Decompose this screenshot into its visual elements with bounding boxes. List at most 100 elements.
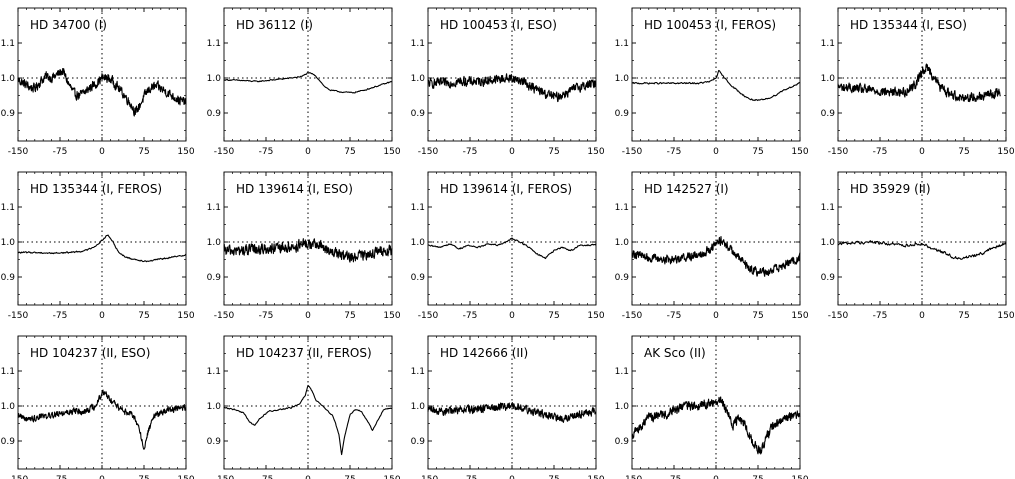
x-tick-label: 150 (791, 147, 808, 157)
panel-title: AK Sco (II) (644, 346, 706, 360)
y-tick-label: 1.0 (411, 74, 426, 84)
x-tick-label: 75 (138, 311, 149, 321)
x-tick-label: 75 (958, 147, 969, 157)
chart-panel: -150 -75 0 75 150 0.9 1.0 1.1 HD 100453 (I, ESO) (411, 7, 605, 157)
x-tick-label: -150 (622, 311, 643, 321)
y-tick-label: 0.9 (207, 437, 222, 447)
spectrum-line (427, 401, 597, 423)
x-tick-label: -150 (418, 475, 439, 479)
x-tick-label: -75 (259, 311, 274, 321)
x-tick-label: 0 (305, 311, 311, 321)
x-tick-label: -150 (214, 311, 235, 321)
x-tick-label: 150 (791, 311, 808, 321)
chart-panel: -150 -75 0 75 150 0.9 1.0 1.1 HD 139614 (I, FERO… (411, 171, 605, 321)
x-tick-label: 0 (99, 475, 105, 479)
y-tick-label: 1.0 (615, 238, 630, 248)
x-tick-label: 75 (958, 311, 969, 321)
y-tick-label: 1.1 (1, 367, 15, 377)
chart-panel: -150 -75 0 75 150 0.9 1.0 1.1 HD 142666 (II) (411, 335, 605, 479)
y-tick-label: 1.1 (411, 39, 425, 49)
y-tick-label: 1.0 (1, 402, 16, 412)
x-tick-label: 75 (138, 147, 149, 157)
chart-panel: -150 -75 0 75 150 0.9 1.0 1.1 HD 142527 (I) (615, 171, 809, 321)
chart-panel: -150 -75 0 75 150 0.9 1.0 1.1 HD 34700 (I) (1, 7, 195, 157)
x-tick-label: -150 (214, 475, 235, 479)
panel-title: HD 135344 (I, FEROS) (30, 182, 162, 196)
x-tick-label: 150 (383, 311, 400, 321)
x-tick-label: 150 (177, 147, 194, 157)
x-tick-label: -150 (418, 147, 439, 157)
chart-panel: -150 -75 0 75 150 0.9 1.0 1.1 HD 135344 (I, FERO… (1, 171, 195, 321)
panel-title: HD 135344 (I, ESO) (850, 18, 967, 32)
spectrum-line (17, 67, 187, 117)
x-tick-label: 75 (344, 147, 355, 157)
x-tick-label: -75 (463, 475, 478, 479)
y-tick-label: 0.9 (1, 109, 16, 119)
x-tick-label: -150 (214, 147, 235, 157)
y-tick-label: 0.9 (821, 273, 836, 283)
y-tick-label: 1.0 (207, 402, 222, 412)
x-tick-label: 75 (344, 311, 355, 321)
panel-title: HD 35929 (II) (850, 182, 931, 196)
y-tick-label: 1.1 (615, 39, 629, 49)
x-tick-label: -75 (53, 147, 68, 157)
y-tick-label: 1.0 (821, 238, 836, 248)
chart-panel: -150 -75 0 75 150 0.9 1.0 1.1 HD 104237 (II, ESO… (1, 335, 195, 479)
spectrum-line (837, 240, 1007, 260)
spectrum-line (223, 384, 392, 456)
x-tick-label: 150 (177, 311, 194, 321)
chart-panel: -150 -75 0 75 150 0.9 1.0 1.1 AK Sco (II) (615, 335, 809, 479)
y-tick-label: 0.9 (615, 437, 630, 447)
y-tick-label: 1.0 (615, 402, 630, 412)
panel-title: HD 104237 (II, FEROS) (236, 346, 372, 360)
y-tick-label: 1.1 (821, 39, 835, 49)
x-tick-label: 75 (548, 311, 559, 321)
y-tick-label: 1.0 (411, 238, 426, 248)
chart-panel: -150 -75 0 75 150 0.9 1.0 1.1 HD 104237 (II, FER… (207, 335, 401, 479)
x-tick-label: 0 (509, 475, 515, 479)
x-tick-label: 0 (713, 475, 719, 479)
x-tick-label: 75 (344, 475, 355, 479)
y-tick-label: 1.0 (207, 238, 222, 248)
x-tick-label: 0 (305, 147, 311, 157)
spectrum-line (837, 63, 1001, 103)
y-tick-label: 1.0 (821, 74, 836, 84)
y-tick-label: 1.1 (1, 39, 15, 49)
y-tick-label: 0.9 (1, 273, 16, 283)
x-tick-label: -75 (667, 475, 682, 479)
x-tick-label: 150 (383, 475, 400, 479)
x-tick-label: 75 (138, 475, 149, 479)
x-tick-label: 150 (383, 147, 400, 157)
y-tick-label: 1.1 (207, 39, 221, 49)
x-tick-label: 0 (713, 147, 719, 157)
spectrum-line (427, 73, 597, 103)
y-tick-label: 1.1 (1, 203, 15, 213)
x-tick-label: -75 (873, 147, 888, 157)
x-tick-label: -75 (259, 475, 274, 479)
x-tick-label: 0 (509, 311, 515, 321)
y-tick-label: 0.9 (821, 109, 836, 119)
x-tick-label: -150 (828, 147, 849, 157)
x-tick-label: -150 (8, 147, 29, 157)
chart-panel: -150 -75 0 75 150 0.9 1.0 1.1 HD 35929 (II) (821, 171, 1015, 321)
x-tick-label: 150 (177, 475, 194, 479)
y-tick-label: 1.1 (411, 367, 425, 377)
y-tick-label: 1.1 (615, 367, 629, 377)
spectrum-line (631, 236, 801, 277)
y-tick-label: 0.9 (615, 109, 630, 119)
y-tick-label: 0.9 (411, 437, 426, 447)
x-tick-label: 0 (99, 147, 105, 157)
x-tick-label: 150 (997, 147, 1014, 157)
panel-title: HD 36112 (I) (236, 18, 313, 32)
y-tick-label: 0.9 (411, 273, 426, 283)
x-tick-label: -150 (8, 311, 29, 321)
panel-title: HD 34700 (I) (30, 18, 107, 32)
panel-title: HD 139614 (I, FEROS) (440, 182, 572, 196)
x-tick-label: -150 (622, 147, 643, 157)
y-tick-label: 1.1 (615, 203, 629, 213)
x-tick-label: -75 (873, 311, 888, 321)
y-tick-label: 1.1 (207, 367, 221, 377)
chart-panel: -150 -75 0 75 150 0.9 1.0 1.1 HD 135344 (I, ESO) (821, 7, 1015, 157)
x-tick-label: -75 (53, 311, 68, 321)
